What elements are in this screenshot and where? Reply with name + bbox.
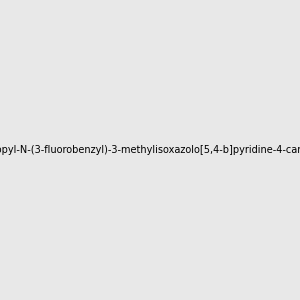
Text: 6-cyclopropyl-N-(3-fluorobenzyl)-3-methylisoxazolo[5,4-b]pyridine-4-carboxamide: 6-cyclopropyl-N-(3-fluorobenzyl)-3-methy… <box>0 145 300 155</box>
